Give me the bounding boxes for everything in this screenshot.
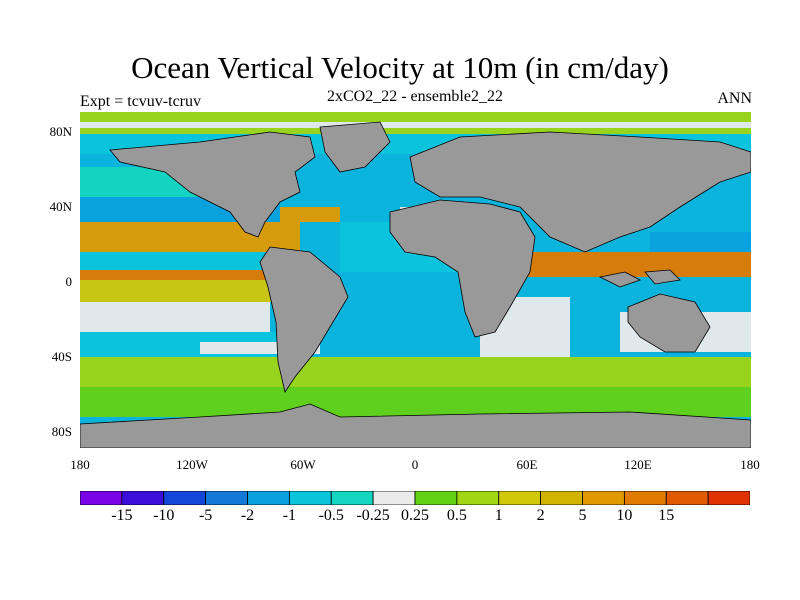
colorbar-swatch bbox=[205, 491, 248, 505]
lon-tick-0: 0 bbox=[411, 457, 419, 472]
colorbar-label: 15 bbox=[658, 507, 675, 524]
experiment-label: Expt = tcvuv-tcruv bbox=[80, 93, 201, 110]
colorbar-swatch bbox=[372, 491, 416, 505]
lon-tick-60w: 60W bbox=[290, 457, 316, 472]
lat-tick-40s: 40S bbox=[51, 349, 72, 364]
colorbar-label: -1 bbox=[282, 507, 297, 524]
colorbar-label: -15 bbox=[111, 507, 133, 524]
colorbar-label: 10 bbox=[616, 507, 633, 524]
colorbar-swatch bbox=[330, 491, 374, 505]
lat-tick-40n: 40N bbox=[49, 199, 72, 214]
colorbar-swatch bbox=[80, 491, 123, 505]
colorbar-label: 5 bbox=[578, 507, 587, 524]
subtitle: 2xCO2_22 - ensemble2_22 bbox=[327, 88, 503, 105]
colorbar-label: 0.5 bbox=[446, 507, 467, 524]
velocity-map bbox=[80, 112, 751, 448]
lon-tick-60e: 60E bbox=[516, 457, 538, 472]
colorbar-swatch bbox=[707, 491, 750, 505]
colorbar-swatch bbox=[288, 491, 332, 505]
season-label: ANN bbox=[717, 90, 752, 107]
lat-tick-80n: 80N bbox=[49, 124, 72, 139]
colorbar-swatch bbox=[665, 491, 709, 505]
colorbar-label: 2 bbox=[536, 507, 545, 524]
colorbar bbox=[80, 491, 750, 505]
colorbar-label: -10 bbox=[153, 507, 175, 524]
colorbar-swatch bbox=[540, 491, 583, 505]
lon-tick-120e: 120E bbox=[624, 457, 652, 472]
map-panel bbox=[80, 112, 751, 448]
colorbar-swatch bbox=[414, 491, 458, 505]
colorbar-swatch bbox=[498, 491, 542, 505]
lon-tick-180w: 180 bbox=[70, 457, 90, 472]
land-masses bbox=[80, 121, 751, 448]
colorbar-label: 0.25 bbox=[401, 507, 429, 524]
lat-tick-80s: 80S bbox=[51, 424, 72, 439]
colorbar-swatch bbox=[623, 491, 667, 505]
colorbar-label: 1 bbox=[494, 507, 503, 524]
colorbar-label: -2 bbox=[240, 507, 255, 524]
colorbar-label: -5 bbox=[198, 507, 213, 524]
colorbar-swatch bbox=[163, 491, 207, 505]
colorbar-swatch bbox=[121, 491, 165, 505]
colorbar-label: -0.25 bbox=[356, 507, 390, 524]
colorbar-label: -0.5 bbox=[318, 507, 344, 524]
lon-tick-120w: 120W bbox=[176, 457, 208, 472]
lon-tick-180e: 180 bbox=[740, 457, 760, 472]
colorbar-swatch bbox=[456, 491, 500, 505]
lat-tick-0: 0 bbox=[65, 274, 73, 289]
page-title: Ocean Vertical Velocity at 10m (in cm/da… bbox=[131, 50, 669, 85]
colorbar-swatch bbox=[247, 491, 290, 505]
colorbar-swatch bbox=[582, 491, 625, 505]
